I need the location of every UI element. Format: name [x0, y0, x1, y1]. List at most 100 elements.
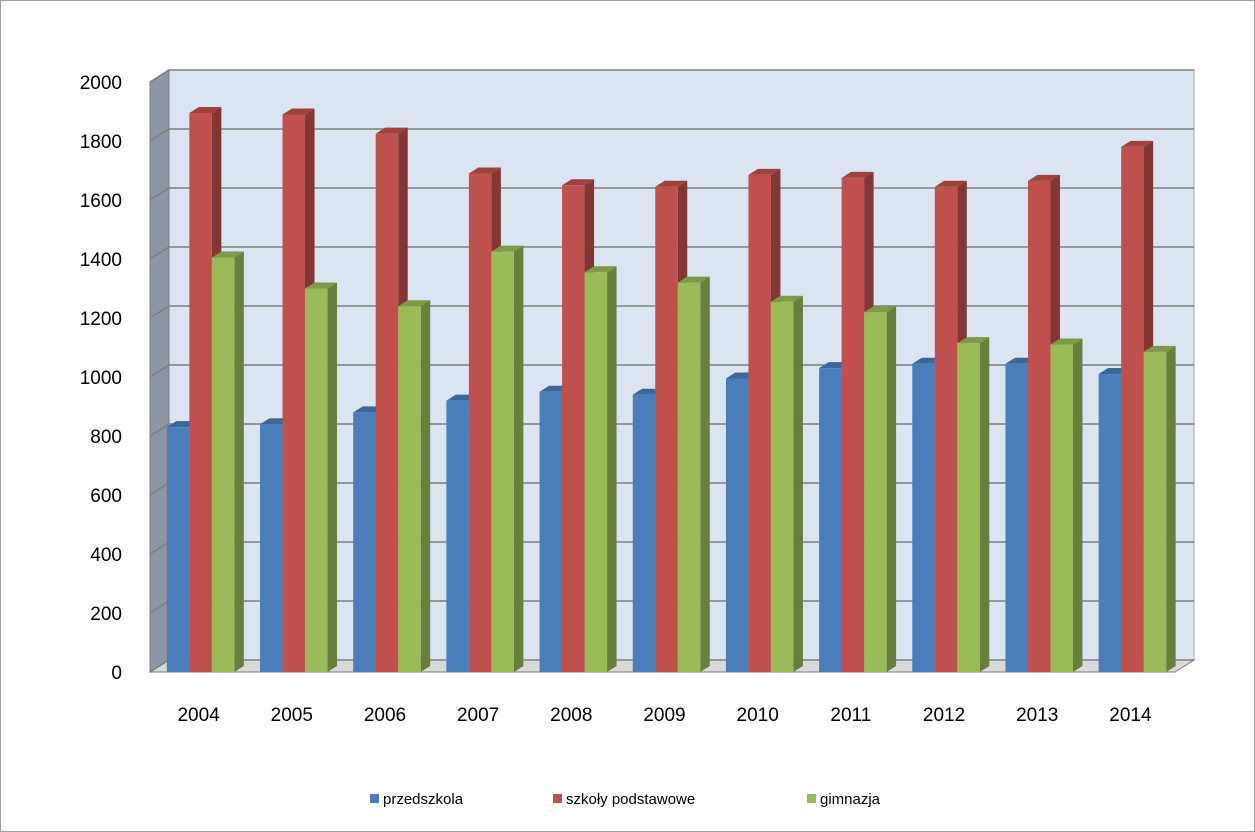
- grid-line: [149, 128, 1194, 142]
- legend-swatch: [370, 794, 379, 803]
- bar-front: [819, 368, 842, 672]
- bar-front: [446, 400, 469, 672]
- legend: przedszkola szkoły podstawowe gimnazja: [370, 791, 881, 808]
- bar-top: [468, 167, 501, 174]
- bar-side: [700, 276, 710, 672]
- bar-front: [468, 173, 492, 672]
- legend-label: gimnazja: [820, 791, 881, 808]
- bar: [491, 245, 524, 672]
- bar: [677, 276, 710, 672]
- x-tick-label: 2013: [1016, 705, 1058, 726]
- legend-swatch: [553, 794, 562, 803]
- bar: [770, 295, 803, 672]
- bar-front: [632, 394, 656, 672]
- bar: [584, 266, 617, 672]
- bar-top: [957, 337, 990, 344]
- y-tick-label: 1400: [80, 250, 122, 271]
- y-tick-label: 2000: [80, 73, 122, 94]
- bar-top: [562, 179, 595, 186]
- x-tick-label: 2007: [457, 705, 499, 726]
- bar-top: [748, 168, 781, 175]
- bar-top: [934, 180, 967, 187]
- x-tick-label: 2014: [1109, 705, 1152, 726]
- bar-front: [375, 133, 399, 672]
- bar-front: [189, 112, 212, 673]
- bar-side: [979, 337, 990, 672]
- grid-line: [149, 69, 1194, 83]
- y-tick-label: 800: [90, 427, 122, 448]
- bar-front: [260, 424, 283, 672]
- bar-top: [305, 282, 338, 289]
- bar-front: [584, 272, 608, 672]
- bar-side: [234, 251, 244, 672]
- bar-top: [584, 266, 617, 273]
- bar-top: [841, 171, 874, 178]
- bar-top: [1027, 174, 1060, 181]
- bar-side: [327, 282, 338, 672]
- bar-front: [1027, 180, 1051, 672]
- bar-top: [655, 180, 688, 187]
- bar-front: [677, 282, 701, 672]
- y-tick-label: 1600: [80, 191, 122, 212]
- bar-front: [539, 391, 563, 672]
- bar-front: [491, 251, 514, 672]
- y-axis-ticks: 0 200 400 600 800 1000 1200 1400 1600 1800 2000: [80, 73, 122, 684]
- legend-item: przedszkola: [370, 791, 464, 808]
- bar-top: [211, 251, 244, 258]
- legend-label: szkoły podstawowe: [566, 791, 695, 808]
- bar-front: [1098, 374, 1122, 672]
- bar-front: [1050, 344, 1073, 672]
- bar-front: [748, 174, 771, 673]
- bar-front: [1005, 363, 1028, 672]
- bar: [1050, 338, 1083, 672]
- bar-front: [211, 257, 235, 672]
- x-tick-label: 2011: [830, 705, 871, 726]
- x-tick-label: 2004: [177, 705, 220, 726]
- legend-item: szkoły podstawowe: [553, 791, 695, 808]
- bar-top: [1050, 338, 1083, 345]
- bar-front: [841, 177, 865, 672]
- bar-front: [282, 114, 306, 672]
- bar: [211, 251, 244, 672]
- bar-front: [957, 343, 980, 672]
- bar: [957, 337, 990, 672]
- bar-top: [677, 276, 710, 283]
- bar-top: [864, 306, 897, 313]
- bar-front: [1143, 351, 1167, 672]
- bar-side: [513, 245, 524, 672]
- x-tick-label: 2012: [923, 705, 965, 726]
- bar-side: [886, 306, 897, 672]
- y-tick-label: 1200: [80, 309, 122, 330]
- y-tick-label: 400: [90, 545, 122, 566]
- y-tick-label: 200: [90, 604, 122, 625]
- bar: [398, 300, 431, 672]
- bar-front: [353, 412, 376, 672]
- bar-side: [793, 295, 803, 672]
- bar-series: [166, 106, 1176, 673]
- bar-top: [1121, 140, 1154, 147]
- legend-label: przedszkola: [383, 791, 464, 808]
- bar-top: [770, 295, 803, 302]
- bar: [305, 282, 338, 672]
- bar: [864, 306, 897, 672]
- y-tick-label: 0: [111, 663, 122, 684]
- bar-side: [1166, 345, 1176, 672]
- bar-front: [398, 306, 421, 672]
- bar-front: [770, 301, 794, 672]
- x-tick-label: 2005: [271, 705, 313, 726]
- bar-side: [420, 300, 431, 672]
- bar-front: [912, 363, 935, 672]
- bar-top: [282, 108, 315, 115]
- bar-front: [725, 378, 749, 672]
- bar-top: [398, 300, 431, 307]
- bar-side: [607, 266, 617, 672]
- bar-front: [562, 185, 585, 672]
- bar-front: [166, 427, 190, 672]
- bar-top: [189, 106, 222, 113]
- bar-top: [375, 127, 408, 134]
- x-axis-ticks: 2004 2005 2006 2007 2008 2009 2010 2011 2012 2013…: [177, 705, 1152, 726]
- y-tick-label: 600: [90, 486, 122, 507]
- bar-front: [1121, 146, 1144, 672]
- x-tick-label: 2008: [550, 705, 592, 726]
- x-tick-label: 2009: [643, 705, 685, 726]
